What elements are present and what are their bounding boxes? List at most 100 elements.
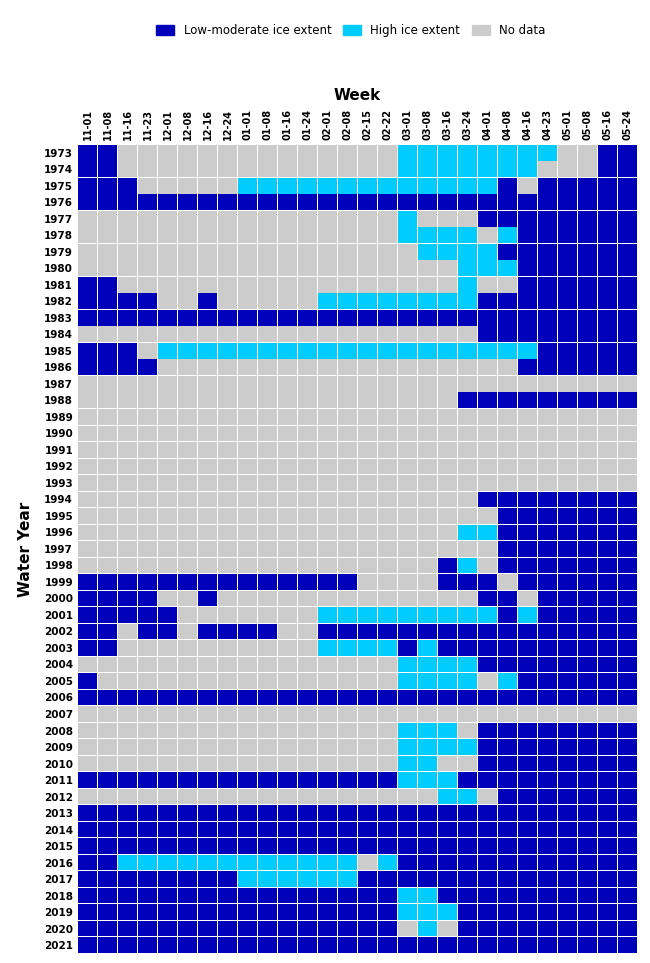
Bar bbox=[378, 888, 397, 903]
Bar bbox=[218, 558, 237, 573]
Bar bbox=[238, 838, 257, 854]
Bar bbox=[498, 789, 517, 804]
Bar bbox=[138, 740, 157, 755]
Bar bbox=[218, 805, 237, 820]
Bar bbox=[98, 195, 118, 210]
Bar bbox=[538, 772, 556, 788]
Bar bbox=[498, 888, 517, 903]
Bar bbox=[318, 657, 337, 672]
Bar bbox=[458, 277, 477, 293]
Bar bbox=[238, 178, 257, 194]
Bar bbox=[118, 310, 137, 325]
Bar bbox=[238, 872, 257, 887]
Bar bbox=[418, 888, 437, 903]
Bar bbox=[578, 657, 597, 672]
Bar bbox=[418, 260, 437, 276]
Bar bbox=[159, 888, 177, 903]
Bar bbox=[278, 855, 297, 871]
Bar bbox=[118, 805, 137, 820]
Bar bbox=[258, 376, 277, 392]
Bar bbox=[178, 178, 198, 194]
Bar bbox=[498, 756, 517, 771]
Bar bbox=[398, 772, 417, 788]
Bar bbox=[98, 673, 118, 689]
Bar bbox=[578, 772, 597, 788]
Bar bbox=[378, 937, 397, 953]
Bar bbox=[98, 937, 118, 953]
Bar bbox=[378, 359, 397, 376]
Bar bbox=[498, 442, 517, 457]
Bar bbox=[79, 277, 97, 293]
Bar bbox=[478, 904, 497, 920]
Bar bbox=[238, 393, 257, 408]
Bar bbox=[138, 805, 157, 820]
Bar bbox=[258, 904, 277, 920]
Bar bbox=[318, 805, 337, 820]
Bar bbox=[98, 508, 118, 524]
Bar bbox=[258, 310, 277, 325]
Bar bbox=[378, 838, 397, 854]
Bar bbox=[597, 277, 617, 293]
Bar bbox=[378, 541, 397, 557]
Bar bbox=[318, 740, 337, 755]
Bar bbox=[178, 937, 198, 953]
Bar bbox=[597, 310, 617, 325]
Bar bbox=[278, 144, 297, 161]
Bar bbox=[418, 690, 437, 705]
Bar bbox=[538, 872, 556, 887]
Bar bbox=[498, 409, 517, 425]
Bar bbox=[458, 525, 477, 540]
Bar bbox=[438, 657, 457, 672]
Bar bbox=[438, 294, 457, 309]
Bar bbox=[438, 838, 457, 854]
Bar bbox=[358, 376, 377, 392]
Bar bbox=[478, 475, 497, 491]
Bar bbox=[238, 722, 257, 739]
Bar bbox=[98, 904, 118, 920]
Bar bbox=[138, 227, 157, 243]
Bar bbox=[218, 162, 237, 177]
Bar bbox=[118, 144, 137, 161]
Bar bbox=[98, 359, 118, 376]
Bar bbox=[138, 162, 157, 177]
Bar bbox=[258, 442, 277, 457]
Bar bbox=[478, 706, 497, 722]
Bar bbox=[138, 409, 157, 425]
Bar bbox=[278, 310, 297, 325]
Bar bbox=[358, 789, 377, 804]
Bar bbox=[438, 442, 457, 457]
Bar bbox=[378, 244, 397, 260]
Bar bbox=[298, 772, 317, 788]
Bar bbox=[438, 590, 457, 607]
Bar bbox=[358, 904, 377, 920]
Bar bbox=[278, 904, 297, 920]
Bar bbox=[338, 624, 357, 639]
Bar bbox=[278, 624, 297, 639]
Bar bbox=[398, 491, 417, 508]
Bar bbox=[218, 855, 237, 871]
Bar bbox=[138, 640, 157, 656]
Bar bbox=[358, 937, 377, 953]
Bar bbox=[578, 590, 597, 607]
Bar bbox=[558, 855, 577, 871]
Bar bbox=[378, 722, 397, 739]
Bar bbox=[178, 310, 198, 325]
Bar bbox=[438, 211, 457, 226]
Bar bbox=[538, 475, 556, 491]
Bar bbox=[138, 574, 157, 589]
Bar bbox=[198, 789, 217, 804]
Bar bbox=[298, 376, 317, 392]
Bar bbox=[98, 541, 118, 557]
Bar bbox=[138, 590, 157, 607]
Bar bbox=[458, 772, 477, 788]
Bar bbox=[118, 442, 137, 457]
Bar bbox=[358, 574, 377, 589]
Bar bbox=[98, 855, 118, 871]
Bar bbox=[318, 491, 337, 508]
Bar bbox=[517, 574, 537, 589]
Bar bbox=[517, 162, 537, 177]
Bar bbox=[79, 442, 97, 457]
Bar bbox=[517, 722, 537, 739]
Bar bbox=[498, 491, 517, 508]
Bar bbox=[79, 211, 97, 226]
